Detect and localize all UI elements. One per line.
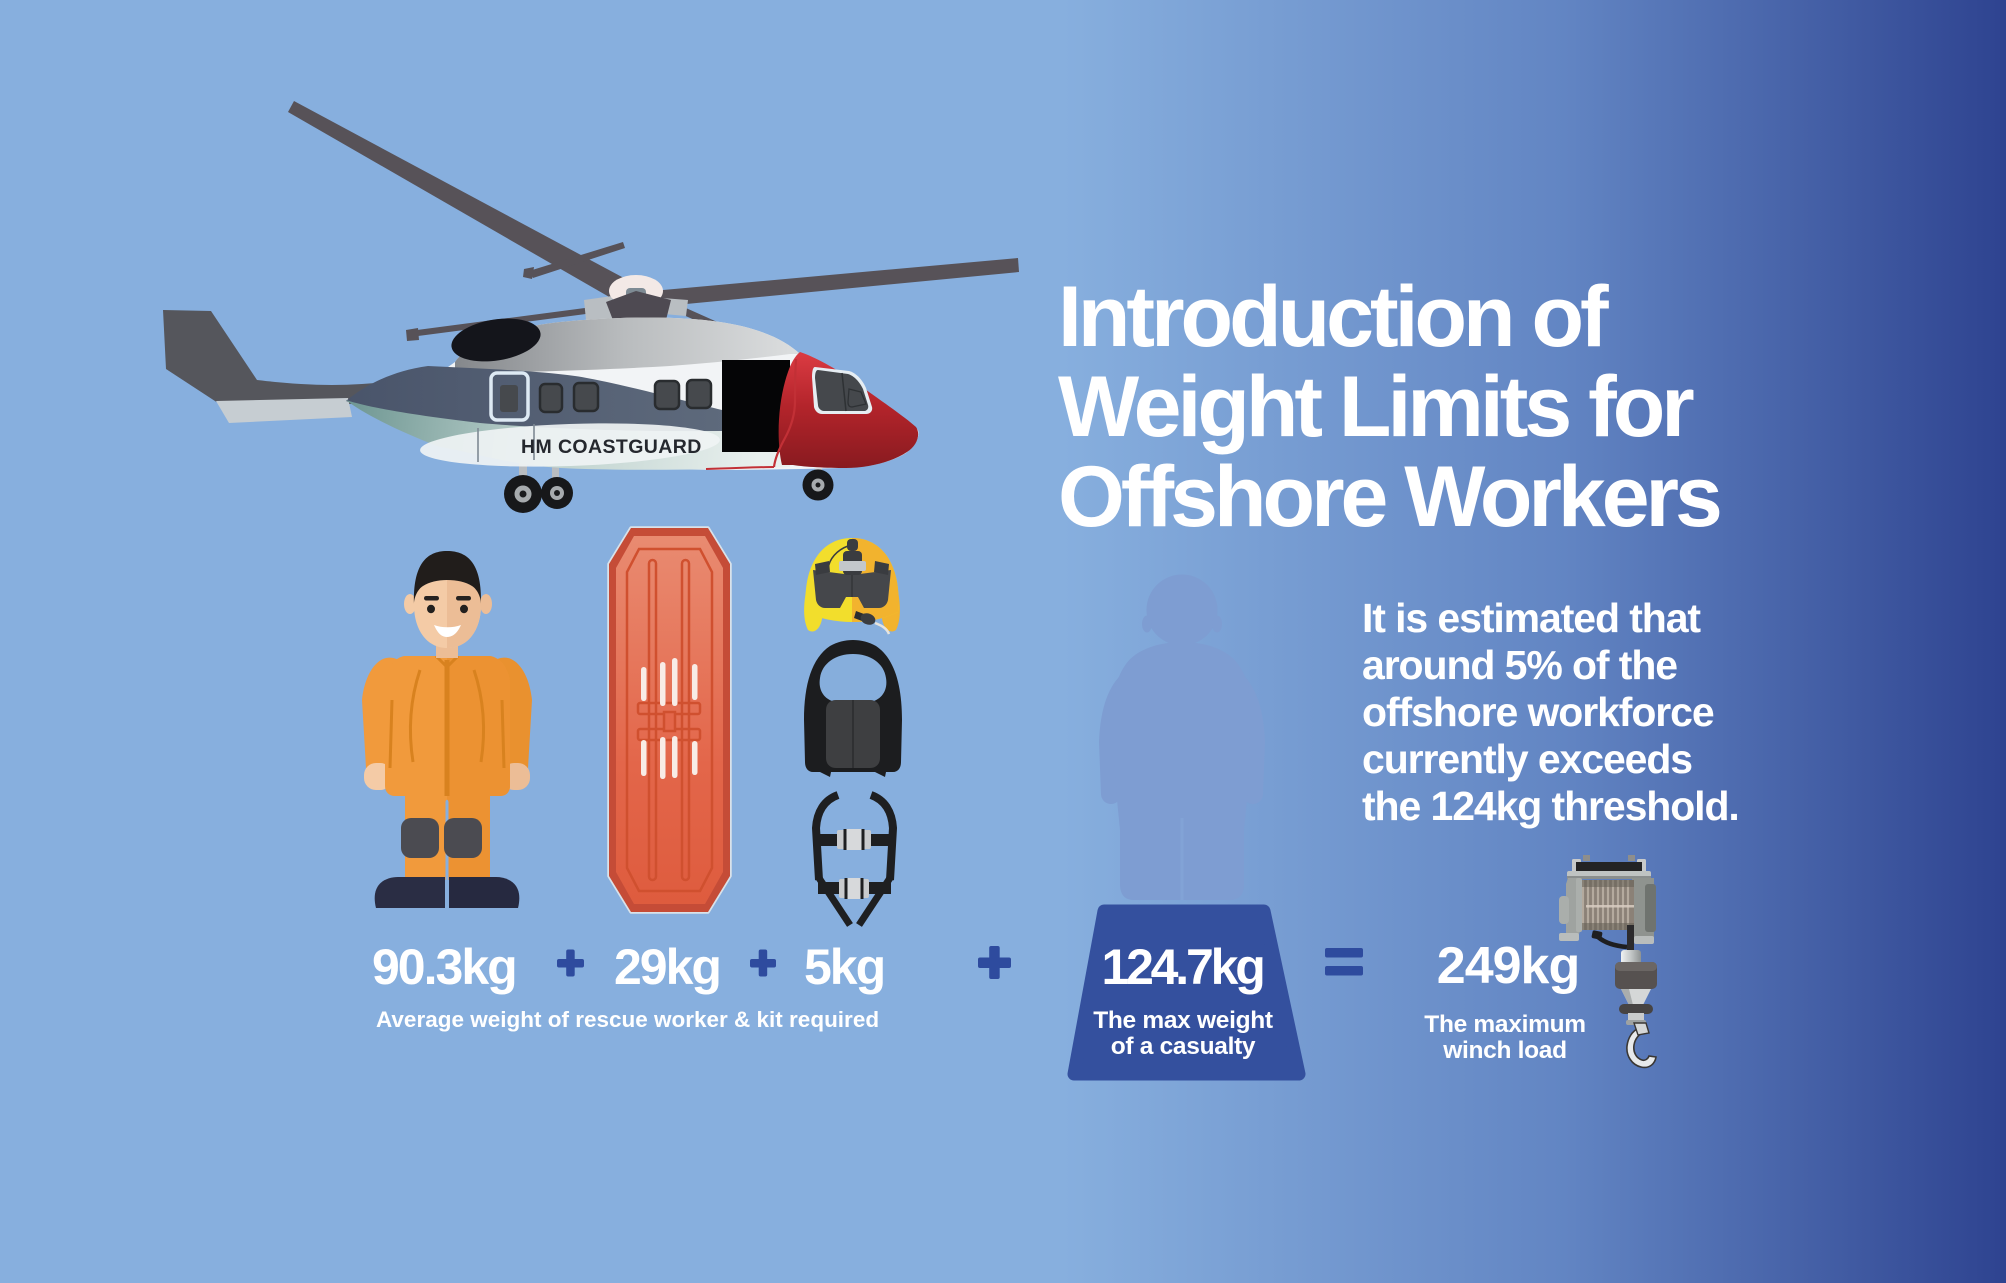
svg-text:HM COASTGUARD: HM COASTGUARD xyxy=(521,436,702,458)
